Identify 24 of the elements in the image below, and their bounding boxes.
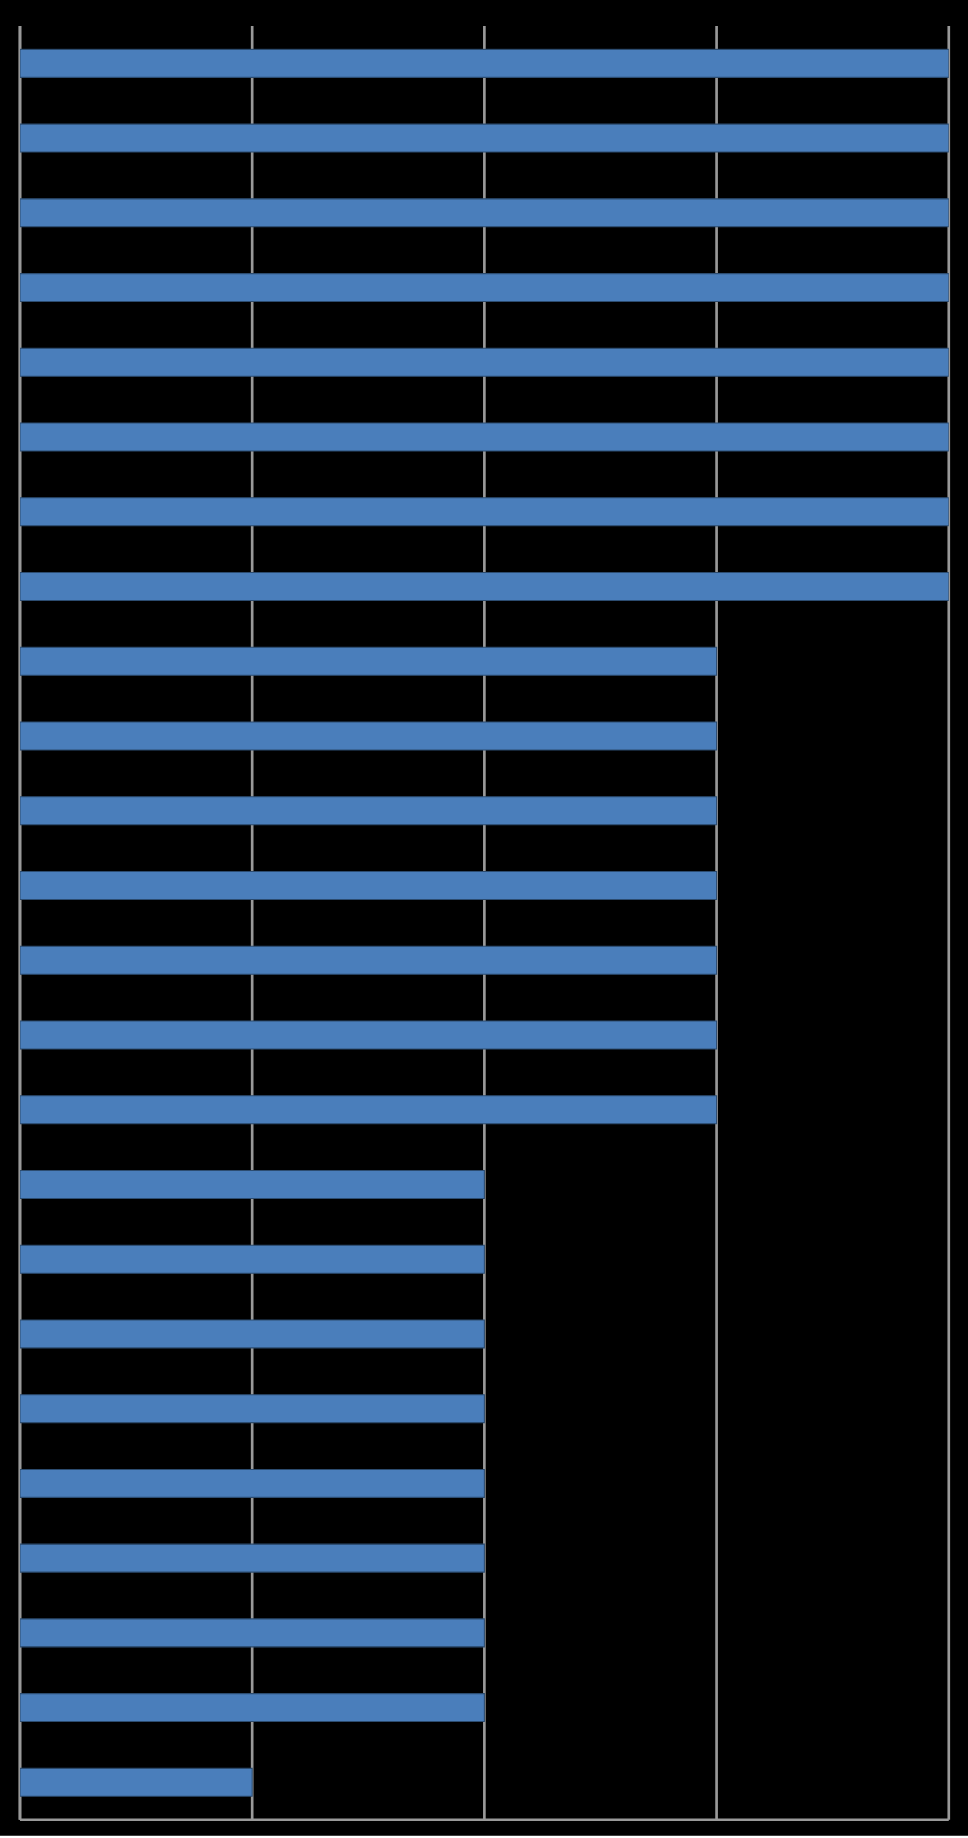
bar	[19, 347, 949, 377]
bar	[19, 1693, 485, 1723]
bar	[19, 1169, 485, 1199]
bar	[19, 123, 949, 153]
bar	[19, 48, 949, 78]
bar	[19, 870, 717, 901]
bar	[19, 721, 717, 751]
bar	[19, 1319, 485, 1349]
bar	[19, 198, 949, 228]
bar	[19, 1618, 485, 1648]
bar	[19, 945, 717, 975]
bar	[19, 572, 949, 602]
bar	[19, 1244, 485, 1274]
bar	[19, 273, 949, 303]
bar	[19, 796, 717, 826]
bar	[19, 1468, 485, 1498]
bar	[19, 1020, 717, 1050]
bar	[19, 422, 949, 452]
bar	[19, 1095, 717, 1125]
bar	[19, 1543, 485, 1573]
bar	[19, 646, 717, 676]
bar	[19, 1394, 485, 1424]
bar	[19, 1767, 253, 1797]
bar	[19, 497, 949, 527]
